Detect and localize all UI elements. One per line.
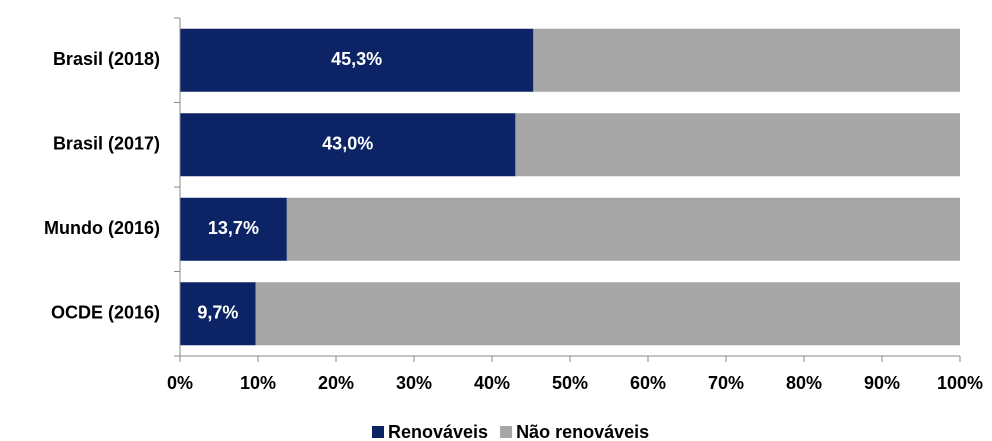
bar-segment — [255, 282, 960, 346]
x-tick-label: 50% — [552, 373, 588, 393]
bar-segment — [286, 197, 960, 261]
bar-segment — [533, 28, 960, 92]
x-tick-label: 80% — [786, 373, 822, 393]
y-tick-label: OCDE (2016) — [51, 303, 160, 323]
bar-segment — [180, 282, 256, 346]
legend-label: Não renováveis — [516, 422, 649, 441]
bar-segment — [180, 28, 534, 92]
y-tick-label: Mundo (2016) — [44, 218, 160, 238]
value-label: 45,3% — [331, 49, 382, 69]
x-tick-label: 0% — [167, 373, 193, 393]
bar-segment — [180, 113, 516, 177]
legend-label: Renováveis — [388, 422, 488, 441]
value-label: 43,0% — [322, 134, 373, 154]
legend-swatch — [500, 426, 513, 438]
x-tick-label: 10% — [240, 373, 276, 393]
value-label: 9,7% — [197, 303, 238, 323]
y-tick-label: Brasil (2017) — [53, 134, 160, 154]
x-tick-label: 40% — [474, 373, 510, 393]
value-label: 13,7% — [208, 218, 259, 238]
legend-swatch — [372, 426, 384, 438]
bar-segment — [515, 113, 960, 177]
x-tick-label: 60% — [630, 373, 666, 393]
x-tick-label: 20% — [318, 373, 354, 393]
x-tick-label: 90% — [864, 373, 900, 393]
x-tick-label: 70% — [708, 373, 744, 393]
x-tick-label: 100% — [937, 373, 983, 393]
x-tick-label: 30% — [396, 373, 432, 393]
y-tick-label: Brasil (2018) — [53, 49, 160, 69]
bar-segment — [180, 197, 287, 261]
